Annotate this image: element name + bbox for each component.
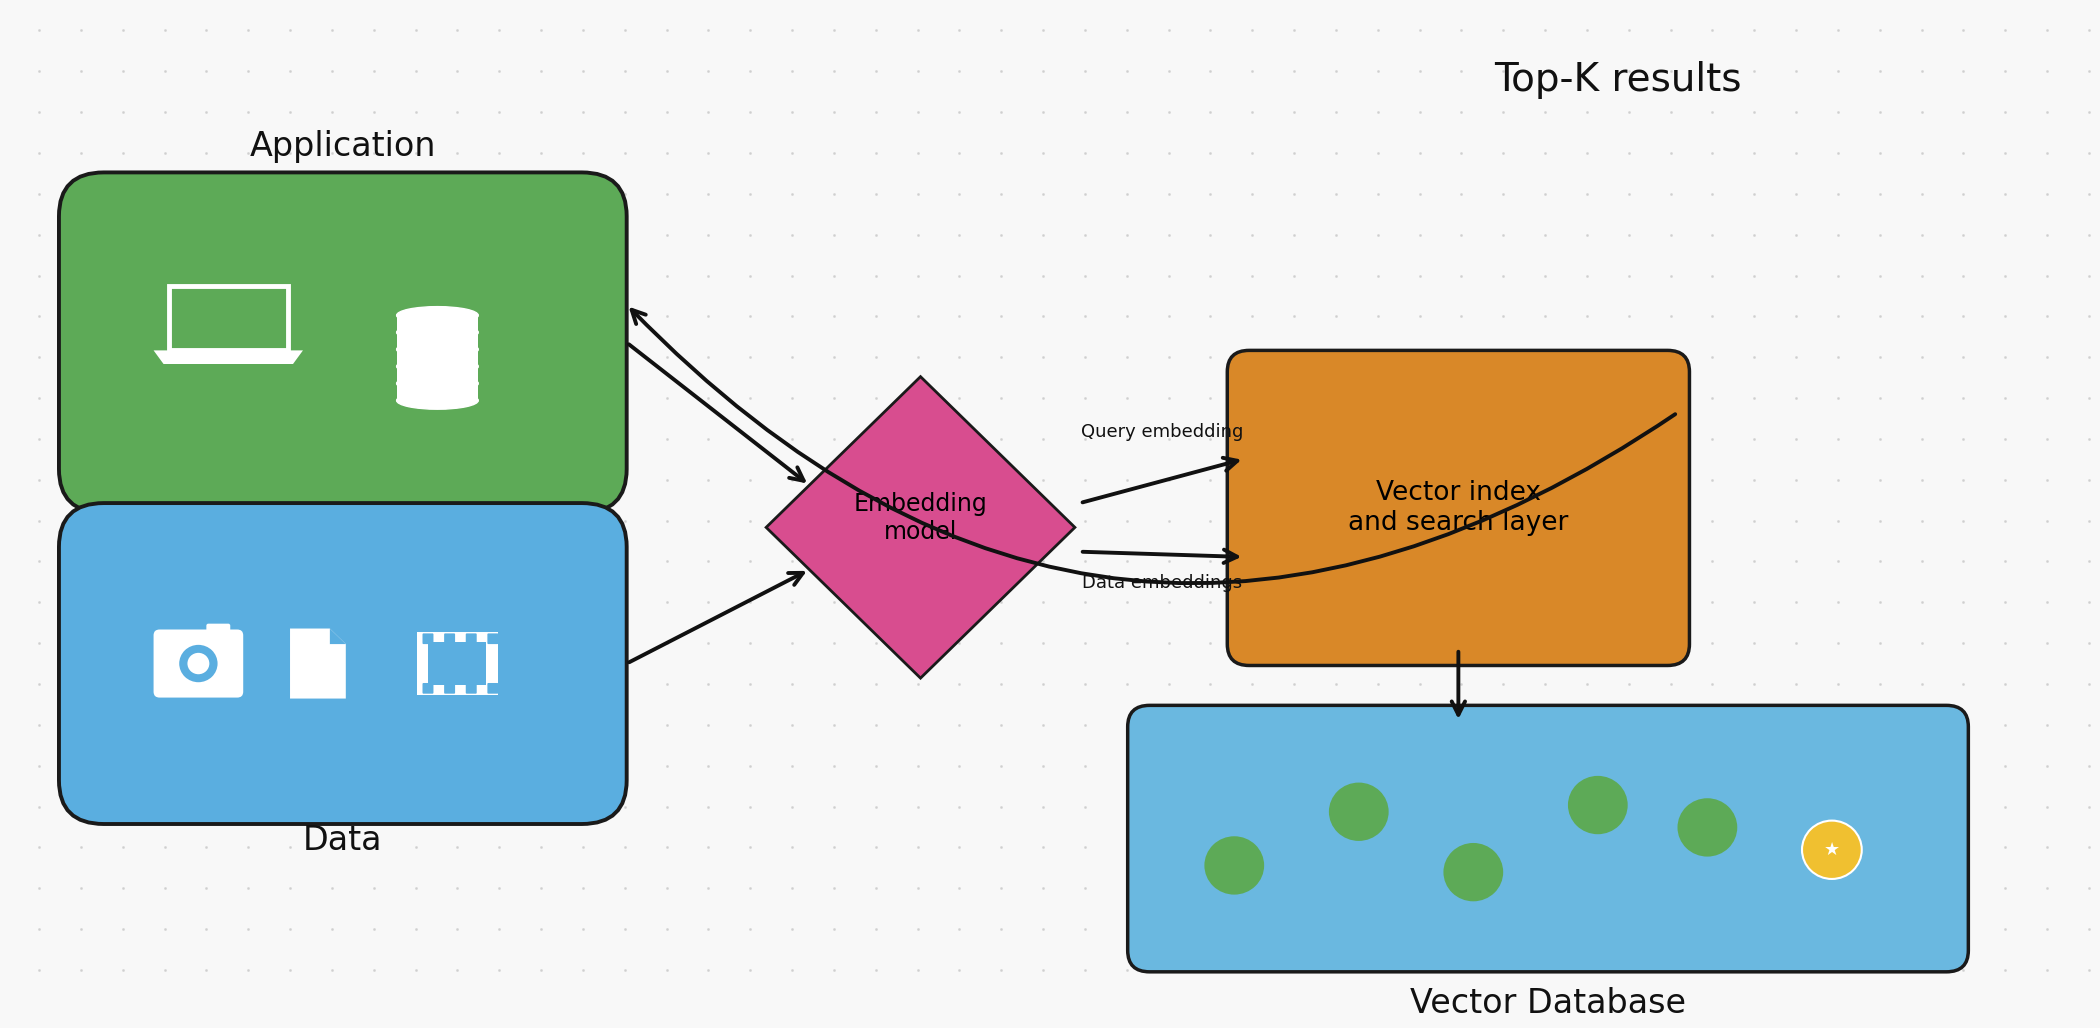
FancyBboxPatch shape bbox=[466, 633, 477, 645]
Polygon shape bbox=[397, 316, 479, 332]
FancyBboxPatch shape bbox=[416, 632, 498, 695]
Text: ★: ★ bbox=[1823, 841, 1840, 858]
Ellipse shape bbox=[397, 392, 479, 409]
Text: Data embeddings: Data embeddings bbox=[1082, 575, 1241, 592]
FancyBboxPatch shape bbox=[206, 624, 231, 640]
Circle shape bbox=[1802, 820, 1863, 879]
Circle shape bbox=[1443, 843, 1504, 902]
Ellipse shape bbox=[397, 306, 479, 324]
FancyBboxPatch shape bbox=[1226, 351, 1690, 665]
Circle shape bbox=[187, 653, 210, 674]
Ellipse shape bbox=[397, 358, 479, 375]
FancyBboxPatch shape bbox=[176, 291, 281, 343]
Polygon shape bbox=[397, 350, 479, 366]
Circle shape bbox=[1569, 776, 1628, 834]
Polygon shape bbox=[290, 628, 346, 699]
Polygon shape bbox=[766, 376, 1075, 678]
Polygon shape bbox=[397, 332, 479, 350]
Text: Data: Data bbox=[302, 824, 382, 857]
FancyBboxPatch shape bbox=[59, 173, 626, 513]
FancyBboxPatch shape bbox=[428, 641, 487, 686]
FancyBboxPatch shape bbox=[443, 683, 456, 694]
FancyBboxPatch shape bbox=[1128, 705, 1968, 971]
FancyBboxPatch shape bbox=[422, 683, 433, 694]
Ellipse shape bbox=[397, 374, 479, 393]
Circle shape bbox=[178, 644, 218, 684]
FancyBboxPatch shape bbox=[466, 683, 477, 694]
Text: Vector Database: Vector Database bbox=[1409, 987, 1686, 1021]
Text: Query embedding: Query embedding bbox=[1082, 424, 1243, 441]
Text: Vector index
and search layer: Vector index and search layer bbox=[1348, 480, 1569, 536]
Circle shape bbox=[1205, 836, 1264, 894]
FancyBboxPatch shape bbox=[59, 503, 626, 824]
FancyArrowPatch shape bbox=[632, 309, 1676, 583]
Circle shape bbox=[1329, 782, 1388, 841]
FancyBboxPatch shape bbox=[487, 683, 498, 694]
Polygon shape bbox=[330, 628, 346, 645]
Text: Application: Application bbox=[250, 130, 437, 162]
Polygon shape bbox=[153, 351, 302, 364]
FancyBboxPatch shape bbox=[153, 629, 244, 698]
FancyBboxPatch shape bbox=[487, 633, 498, 645]
Ellipse shape bbox=[397, 340, 479, 358]
Text: Top-K results: Top-K results bbox=[1493, 61, 1741, 99]
Polygon shape bbox=[397, 366, 479, 383]
FancyBboxPatch shape bbox=[443, 633, 456, 645]
FancyBboxPatch shape bbox=[422, 633, 433, 645]
Circle shape bbox=[1678, 798, 1737, 856]
Ellipse shape bbox=[397, 324, 479, 341]
Text: Embedding
model: Embedding model bbox=[853, 491, 987, 544]
Polygon shape bbox=[397, 383, 479, 401]
